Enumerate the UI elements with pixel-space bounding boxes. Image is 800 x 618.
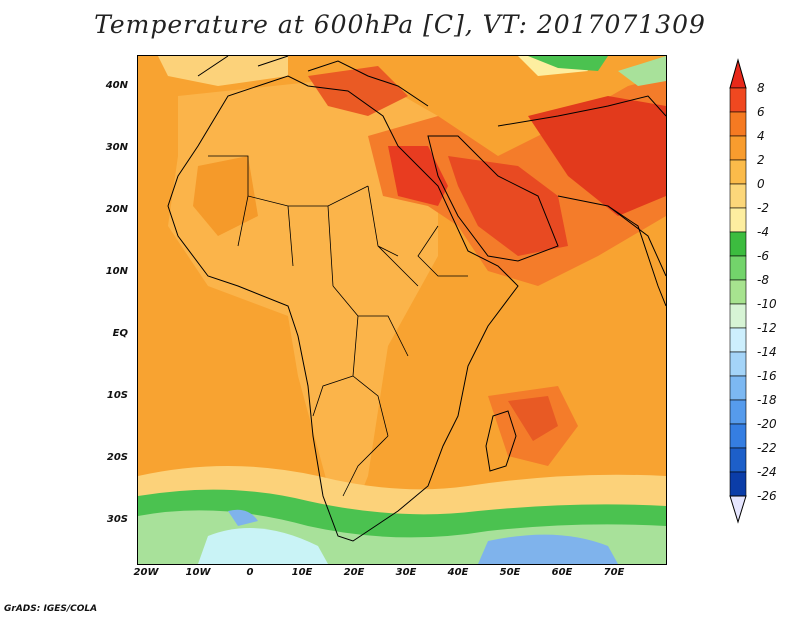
field-south-blue-small xyxy=(228,509,258,526)
colorbar-level-label: 6 xyxy=(757,105,765,119)
colorbar-level-label: -6 xyxy=(757,249,769,263)
lon-label: 30E xyxy=(395,567,417,578)
field-madagascar-red xyxy=(508,396,558,441)
colorbar-segment xyxy=(729,471,747,497)
footer-credit: GrADS: IGES/COLA xyxy=(4,604,98,614)
lat-label: EQ xyxy=(112,328,128,339)
colorbar-level-label: 2 xyxy=(757,153,765,167)
lon-label: 40E xyxy=(447,567,469,578)
colorbar-segment xyxy=(729,135,747,161)
field-northeast-green xyxy=(618,56,666,86)
arabia-coastline xyxy=(427,135,559,262)
colorbar-segment xyxy=(729,375,747,401)
colorbar-segment xyxy=(729,327,747,353)
colorbar-segment xyxy=(729,399,747,425)
colorbar-segment xyxy=(729,87,747,113)
lon-label: 60E xyxy=(551,567,573,578)
colorbar-bottom-triangle xyxy=(729,495,747,524)
colorbar-segment xyxy=(729,351,747,377)
india-coastline xyxy=(607,205,666,307)
colorbar-level-label: -10 xyxy=(757,297,777,311)
field-iberia-light xyxy=(158,56,288,86)
lon-label: 20W xyxy=(133,567,159,578)
lon-label: 20E xyxy=(343,567,365,578)
lat-label: 30S xyxy=(106,514,128,525)
colorbar-segment xyxy=(729,111,747,137)
colorbar-level-label: -22 xyxy=(757,441,777,455)
field-iran-red xyxy=(528,96,666,216)
field-north-green xyxy=(528,56,608,71)
colorbar-level-label: -12 xyxy=(757,321,777,335)
lat-label: 30N xyxy=(105,142,128,153)
colorbar-level-label: -14 xyxy=(757,345,777,359)
lat-label: 20S xyxy=(106,452,128,463)
lon-label: 70E xyxy=(603,567,625,578)
lat-label: 10S xyxy=(106,390,128,401)
colorbar-level-label: -2 xyxy=(757,201,769,215)
colorbar-segment xyxy=(729,303,747,329)
lat-label: 20N xyxy=(105,204,128,215)
horn-borders xyxy=(417,225,468,277)
colorbar-segment xyxy=(729,207,747,233)
colorbar-segment xyxy=(729,159,747,185)
colorbar-level-label: -4 xyxy=(757,225,769,239)
colorbar xyxy=(729,58,747,524)
colorbar-segment xyxy=(729,279,747,305)
map-title: Temperature at 600hPa [C], VT: 201707130… xyxy=(94,10,706,39)
map-canvas xyxy=(138,56,666,564)
colorbar-segment xyxy=(729,231,747,257)
colorbar-level-label: -24 xyxy=(757,465,777,479)
colorbar-level-label: -18 xyxy=(757,393,777,407)
colorbar-level-label: 4 xyxy=(757,129,765,143)
colorbar-level-label: -16 xyxy=(757,369,777,383)
colorbar-segment xyxy=(729,423,747,449)
asia-coastline xyxy=(497,95,666,277)
colorbar-level-label: 8 xyxy=(757,81,765,95)
colorbar-level-label: -26 xyxy=(757,489,777,503)
colorbar-level-label: 0 xyxy=(757,177,765,191)
lon-label: 50E xyxy=(499,567,521,578)
colorbar-top-triangle xyxy=(729,58,747,89)
field-egypt-red xyxy=(388,146,448,206)
colorbar-level-label: -8 xyxy=(757,273,769,287)
lat-label: 40N xyxy=(105,80,128,91)
colorbar-level-label: -20 xyxy=(757,417,777,431)
field-arabia-red xyxy=(448,156,568,256)
lat-label: 10N xyxy=(105,266,128,277)
country-borders xyxy=(208,155,419,497)
africa-coastline xyxy=(167,75,519,542)
field-mauritania-band xyxy=(193,156,258,236)
lon-label: 0 xyxy=(246,567,254,578)
field-south-cyan xyxy=(198,528,328,564)
colorbar-segment xyxy=(729,255,747,281)
madagascar-outline xyxy=(485,410,517,472)
europe-coastline xyxy=(197,56,429,107)
temperature-map xyxy=(137,55,667,565)
field-south-blue xyxy=(478,534,618,564)
field-mediterranean-red xyxy=(308,66,408,116)
lon-label: 10W xyxy=(185,567,211,578)
colorbar-segment xyxy=(729,447,747,473)
lon-label: 10E xyxy=(291,567,313,578)
colorbar-segment xyxy=(729,183,747,209)
